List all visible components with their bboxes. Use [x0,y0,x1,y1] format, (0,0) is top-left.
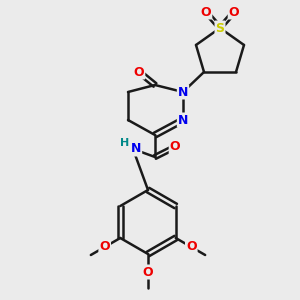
Text: O: O [186,241,196,254]
Text: N: N [131,142,141,155]
Text: O: O [201,5,211,19]
Text: O: O [99,241,110,254]
Text: O: O [170,140,180,154]
Text: H: H [120,138,130,148]
Text: N: N [178,113,188,127]
Text: O: O [143,266,153,278]
Text: N: N [178,85,188,98]
Text: O: O [134,65,144,79]
Text: S: S [215,22,224,34]
Text: O: O [229,5,239,19]
